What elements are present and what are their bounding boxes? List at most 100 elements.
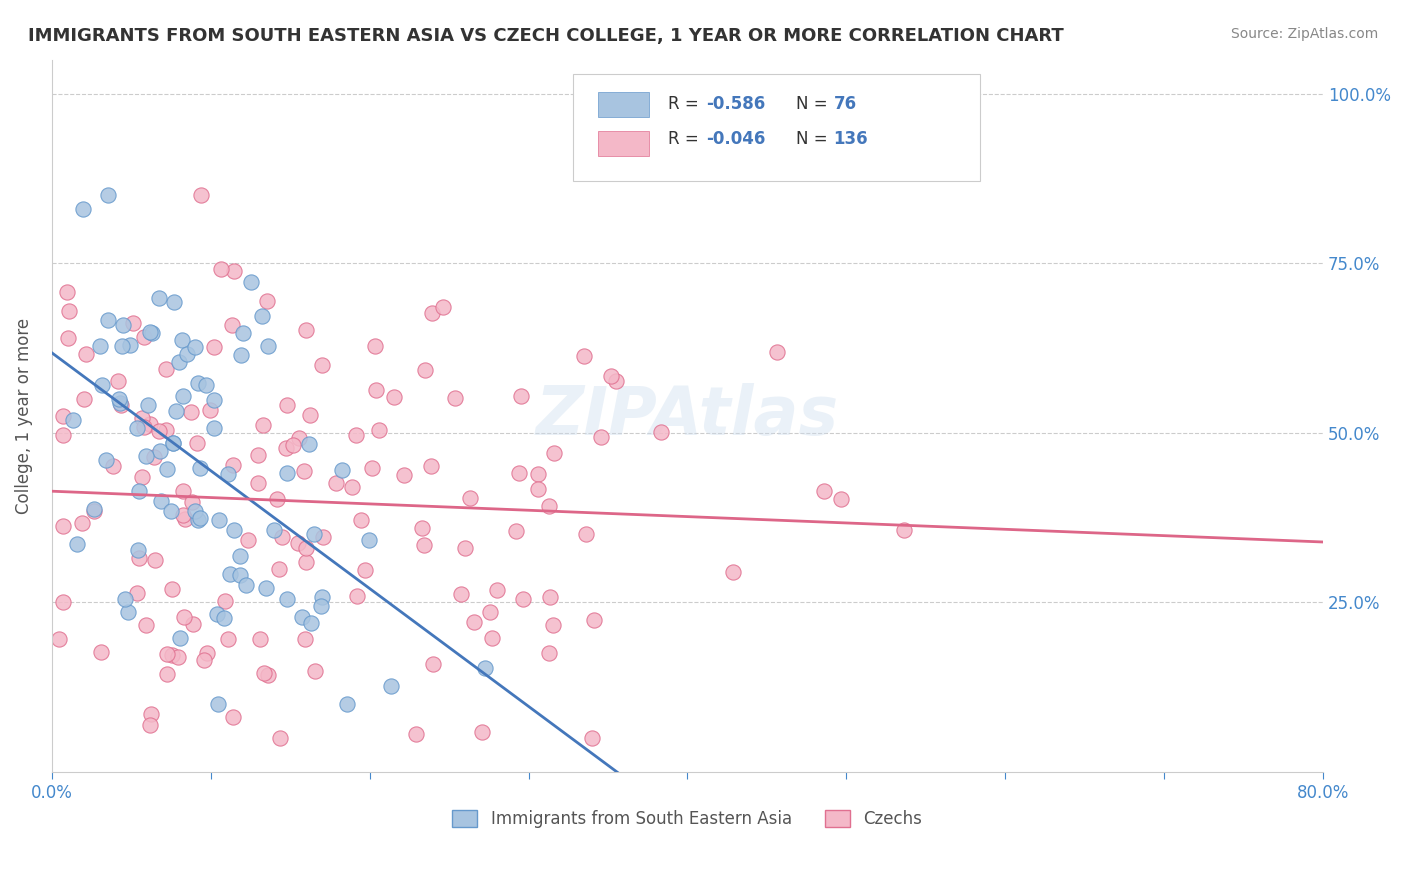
Point (359, 533, 381, 548)
Point (110, 398, 132, 412)
Point (141, 326, 163, 341)
Point (165, 404, 187, 418)
Point (134, 330, 156, 344)
Point (830, 492, 852, 507)
Point (471, 724, 494, 739)
Point (149, 443, 172, 458)
Point (240, 276, 263, 290)
Point (52, 428, 75, 442)
Point (295, 323, 318, 337)
Point (117, 605, 139, 619)
Point (222, 523, 245, 537)
Point (247, 476, 270, 491)
Point (127, 585, 149, 599)
Point (134, 449, 156, 463)
Point (75, 347, 97, 361)
Point (486, 582, 509, 597)
Point (160, 504, 183, 518)
Point (538, 590, 561, 604)
Point (58, 303, 80, 318)
Point (155, 423, 177, 437)
Point (136, 398, 159, 412)
Point (288, 432, 311, 446)
Point (170, 333, 193, 347)
Legend: Immigrants from South Eastern Asia, Czechs: Immigrants from South Eastern Asia, Czec… (446, 804, 929, 835)
Point (364, 339, 387, 353)
Point (893, 523, 915, 537)
Point (292, 464, 315, 478)
Point (271, 530, 294, 544)
Point (295, 555, 318, 569)
Point (392, 467, 415, 482)
Point (66, 537, 89, 551)
Point (450, 587, 472, 601)
Point (591, 430, 613, 444)
Point (186, 436, 208, 450)
Point (217, 632, 239, 646)
Point (139, 417, 162, 432)
Point (212, 611, 235, 625)
Point (299, 616, 322, 631)
Point (51, 518, 73, 533)
Point (221, 318, 243, 332)
Text: -0.586: -0.586 (707, 95, 766, 112)
Point (432, 300, 454, 314)
Point (411, 521, 433, 535)
Point (172, 508, 194, 522)
Point (250, 310, 273, 324)
Point (538, 499, 561, 513)
Point (228, 568, 250, 582)
Point (218, 566, 240, 581)
Point (207, 697, 229, 711)
Point (422, 657, 444, 672)
Point (131, 469, 153, 483)
Point (366, 384, 388, 398)
Point (283, 438, 305, 452)
Point (222, 709, 245, 723)
Point (156, 647, 179, 661)
Point (195, 378, 218, 392)
Point (813, 484, 835, 499)
Point (83, 504, 105, 518)
Point (90, 645, 112, 659)
Point (287, 536, 309, 550)
Point (160, 648, 183, 662)
Point (721, 565, 744, 579)
Point (350, 513, 373, 527)
Point (110, 339, 132, 353)
Point (295, 541, 318, 555)
Point (188, 511, 211, 525)
Point (256, 339, 278, 353)
Point (55, 285, 77, 300)
Point (176, 347, 198, 361)
Point (346, 589, 368, 603)
Point (463, 615, 485, 630)
Point (190, 188, 212, 202)
Point (166, 649, 188, 664)
Y-axis label: College, 1 year or more: College, 1 year or more (15, 318, 32, 514)
Point (246, 448, 269, 462)
Text: IMMIGRANTS FROM SOUTH EASTERN ASIA VS CZECH COLLEGE, 1 YEAR OR MORE CORRELATION : IMMIGRANTS FROM SOUTH EASTERN ASIA VS CZ… (28, 27, 1064, 45)
Point (155, 666, 177, 681)
Point (135, 617, 157, 632)
Text: Source: ZipAtlas.com: Source: ZipAtlas.com (1230, 27, 1378, 41)
Point (256, 668, 278, 682)
Point (269, 731, 291, 745)
Point (120, 337, 142, 351)
Point (52, 595, 75, 609)
Point (167, 355, 190, 369)
FancyBboxPatch shape (599, 131, 650, 156)
Point (202, 340, 225, 354)
Point (413, 363, 436, 377)
Point (325, 475, 347, 490)
Point (413, 538, 436, 552)
Point (294, 632, 316, 646)
Point (330, 463, 353, 477)
Point (163, 295, 186, 310)
Point (405, 727, 427, 741)
Point (581, 731, 603, 745)
Point (205, 607, 228, 621)
Point (127, 421, 149, 435)
Point (276, 466, 298, 480)
Point (574, 349, 596, 363)
